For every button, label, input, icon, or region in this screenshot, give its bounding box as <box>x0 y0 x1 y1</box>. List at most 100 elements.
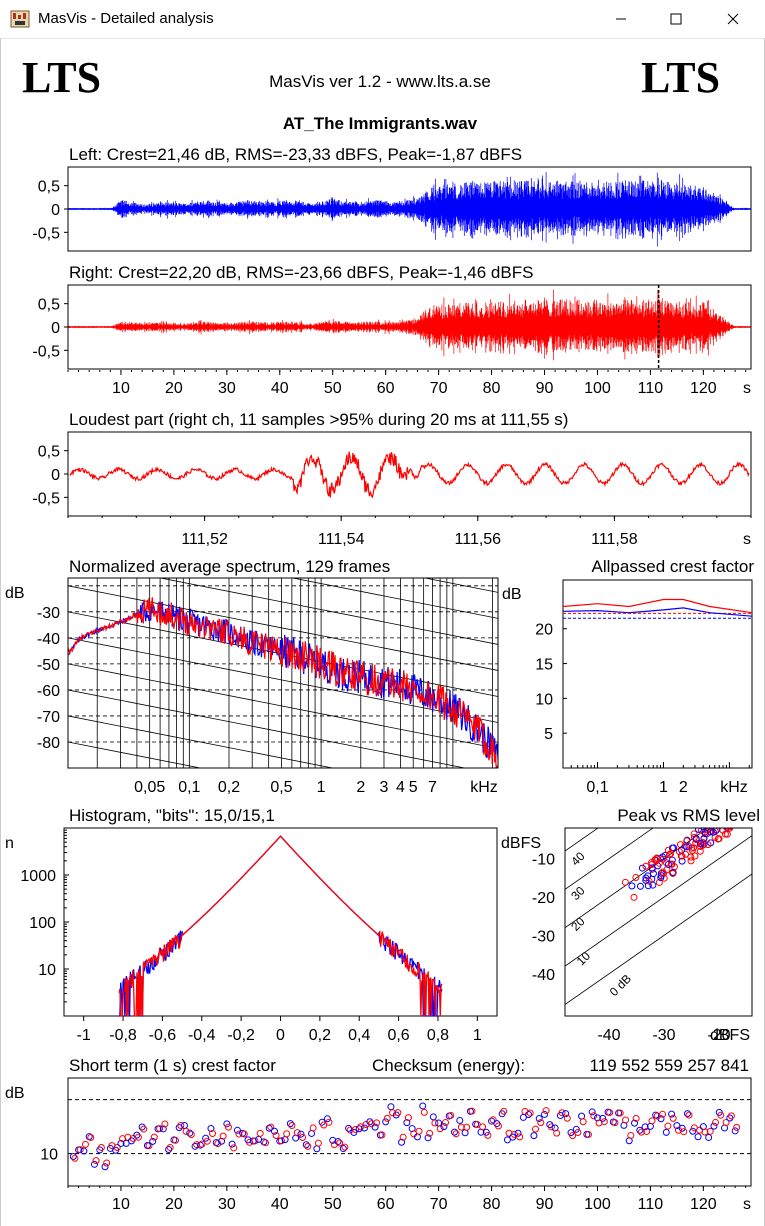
shortcrest-right-point <box>103 1159 111 1167</box>
shortcrest-right-point <box>669 1114 677 1122</box>
checksum-label: Checksum (energy): <box>372 1056 525 1075</box>
shortcrest-left-point <box>578 1112 586 1120</box>
shortcrest-right-point <box>537 1119 545 1127</box>
shortcrest-left-point <box>191 1142 199 1150</box>
shortcrest-right-point <box>637 1128 645 1136</box>
shortcrest-left-point <box>387 1103 395 1111</box>
spectrum-slope-line <box>68 482 498 567</box>
peakrms-crest-label: 30 <box>568 883 588 903</box>
shortcrest-right-point <box>532 1125 540 1133</box>
shortcrest-left-point <box>186 1129 194 1137</box>
minimize-button[interactable] <box>594 0 648 38</box>
shortcrest-left-point <box>662 1128 670 1136</box>
peakrms-point <box>734 799 740 805</box>
spectrum-ytick-label: -40 <box>37 631 60 648</box>
shortcrest-right-point <box>722 1119 730 1127</box>
peakrms-point <box>745 798 751 804</box>
peakrms-point <box>660 874 668 882</box>
shortcrest-left-point <box>631 1119 639 1127</box>
shortcrest-right-point <box>664 1122 672 1130</box>
close-icon <box>727 13 739 25</box>
shortcrest-left-point <box>101 1163 109 1171</box>
shortcrest-right-point <box>426 1129 434 1137</box>
peakrms-point <box>642 862 650 870</box>
shortcrest-right-point <box>240 1130 248 1138</box>
shortcrest-right-point <box>261 1139 269 1147</box>
shortcrest-left-point <box>196 1141 204 1149</box>
right-channel-xtick-label: 10 <box>112 380 130 397</box>
spectrum-xtick-label: 0,5 <box>270 779 292 796</box>
allpass-title: Allpassed crest factor <box>591 557 754 576</box>
logo-left: LTS <box>22 53 101 102</box>
allpass-series-line <box>562 598 753 614</box>
shortcrest-left-point <box>705 1133 713 1141</box>
shortcrest-right-point <box>611 1119 619 1127</box>
allpass-xunit: kHz <box>720 779 748 796</box>
spectrum-slope-line <box>68 585 498 671</box>
peakrms-point <box>688 847 696 855</box>
shortcrest-xtick-label: 110 <box>638 1196 664 1213</box>
allpass-xtick-label: 2 <box>679 779 688 796</box>
close-button[interactable] <box>706 0 760 38</box>
shortcrest-right-point <box>727 1112 735 1120</box>
histogram-title: Histogram, "bits": 15,0/15,1 <box>69 806 275 825</box>
right-channel-ytick-label: -0,5 <box>32 343 60 360</box>
allpass-ytick-label: 20 <box>535 622 553 639</box>
peakrms-ytick-label: -40 <box>532 967 555 984</box>
spectrum-xtick-label: 0,05 <box>134 779 165 796</box>
shortcrest-right-point <box>198 1140 206 1148</box>
shortcrest-right-point <box>214 1140 222 1148</box>
spectrum-title: Normalized average spectrum, 129 frames <box>69 557 390 576</box>
peakrms-point <box>696 847 704 855</box>
shortcrest-left-point <box>419 1102 427 1110</box>
shortcrest-right-point <box>616 1109 624 1117</box>
right-channel-xtick-label: 50 <box>324 380 342 397</box>
shortcrest-right-point <box>452 1130 460 1138</box>
shortcrest-right-point <box>230 1144 238 1152</box>
shortcrest-left-point <box>382 1118 390 1126</box>
maximize-button[interactable] <box>649 0 703 38</box>
file-name: AT_The Immigrants.wav <box>283 114 478 133</box>
loudest-part-xtick-label: 111,52 <box>181 531 228 548</box>
shortcrest-xunit: s <box>743 1196 751 1213</box>
spectrum-ytick-label: -70 <box>37 709 60 726</box>
shortcrest-left-point <box>366 1118 374 1126</box>
peakrms-point <box>726 828 733 830</box>
app-icon <box>10 10 30 28</box>
shortcrest-frame <box>67 1077 752 1187</box>
shortcrest-right-point <box>314 1139 322 1147</box>
shortcrest-left-point <box>562 1110 570 1118</box>
spectrum-xunit: kHz <box>470 779 498 796</box>
shortcrest-left-point <box>726 1114 734 1122</box>
shortcrest-left-point <box>149 1137 157 1145</box>
peakrms-crest-line <box>565 835 752 967</box>
shortcrest-right-point <box>71 1154 79 1162</box>
shortcrest-left-point <box>678 1124 686 1132</box>
right-channel-title: Right: Crest=22,20 dB, RMS=-23,66 dBFS, … <box>69 263 533 282</box>
spectrum-xtick-label: 3 <box>380 779 389 796</box>
shortcrest-left-point <box>159 1125 167 1133</box>
peakrms-point <box>719 828 727 834</box>
spectrum-slope-line <box>68 872 498 957</box>
shortcrest-ylabel: dB <box>5 1085 25 1102</box>
peakrms-point <box>692 834 700 842</box>
right-channel-xtick-label: 110 <box>638 380 664 397</box>
shortcrest-left-point <box>180 1122 188 1130</box>
peakrms-xunit: dBFS <box>710 1027 750 1044</box>
shortcrest-right-point <box>389 1109 397 1117</box>
loudest-part-xtick-label: 111,58 <box>591 531 638 548</box>
peakrms-crest-label: 40 <box>568 849 588 869</box>
spectrum-slope-line <box>68 820 498 905</box>
shortcrest-right-point <box>346 1126 354 1134</box>
peakrms-point <box>621 878 629 886</box>
shortcrest-right-point <box>712 1118 720 1126</box>
shortcrest-right-point <box>553 1129 561 1137</box>
histogram-xtick-label: 0 <box>276 1027 285 1044</box>
shortcrest-xtick-label: 70 <box>430 1196 448 1213</box>
shortcrest-left-point <box>636 1126 644 1134</box>
shortcrest-right-point <box>320 1121 328 1129</box>
right-channel-xtick-label: 120 <box>690 380 717 397</box>
right-channel-xunit: s <box>743 380 751 397</box>
spectrum-slope-line <box>68 430 498 515</box>
spectrum-slope-line <box>68 898 498 983</box>
